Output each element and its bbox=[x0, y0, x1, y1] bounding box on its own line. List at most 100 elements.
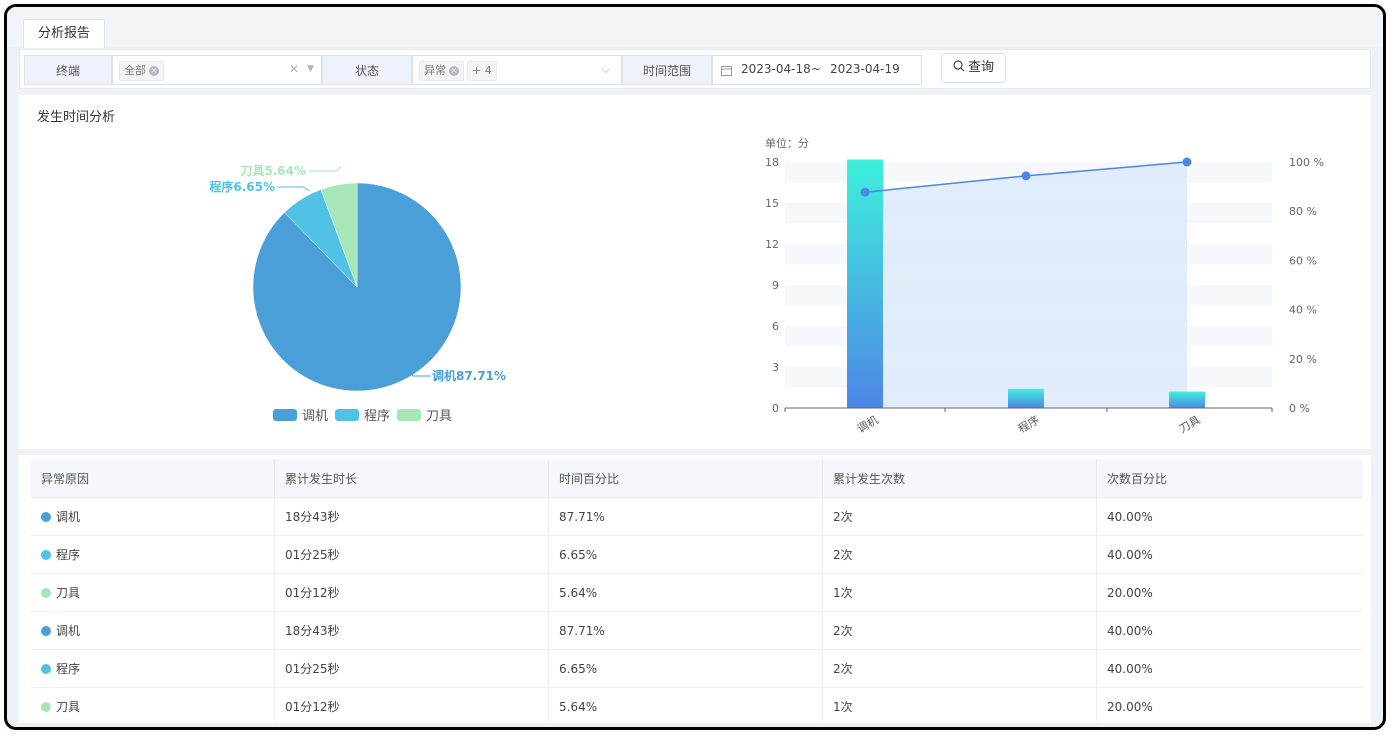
bar-0[interactable] bbox=[847, 159, 883, 408]
reason-text: 程序 bbox=[56, 548, 81, 562]
pie-callouts: 刀具5.64% 程序6.65% 调机87.71% bbox=[209, 164, 506, 383]
terminal-select[interactable]: 全部 × ✕ ▼ bbox=[112, 55, 322, 85]
y-tick-label: 12 bbox=[765, 238, 779, 251]
col-header-time-pct[interactable]: 时间百分比 bbox=[548, 459, 823, 498]
bar-line-chart: 单位：分 0 3 6 9 12 15 18 0 % 20 % 40 % 60 % 80 % 100 %… bbox=[765, 136, 1324, 436]
reason-text: 调机 bbox=[56, 624, 81, 638]
table-row[interactable]: 调机 18分43秒 87.71% 2次 40.00% bbox=[31, 611, 1363, 650]
duration-cell: 01分12秒 bbox=[274, 687, 549, 726]
pie-label-daoju: 刀具5.64% bbox=[240, 164, 306, 178]
table-header-row: 异常原因 累计发生时长 时间百分比 累计发生次数 次数百分比 bbox=[31, 459, 1363, 498]
x-tick-label: 调机 bbox=[854, 412, 880, 435]
chart-unit-label: 单位：分 bbox=[765, 136, 809, 150]
line-point-1[interactable] bbox=[1021, 171, 1031, 181]
cumulative-area bbox=[865, 162, 1187, 408]
bar-1[interactable] bbox=[1008, 388, 1044, 408]
status-tag-label: 异常 bbox=[424, 64, 446, 77]
app-frame: 分析报告 终端 全部 × ✕ ▼ 状态 异常 × + 4 ⌵ 时间范围 2023-0… bbox=[4, 4, 1386, 730]
status-label: 状态 bbox=[322, 55, 412, 85]
date-end[interactable]: 2023-04-19 bbox=[830, 62, 900, 76]
pie-slice-2[interactable] bbox=[320, 182, 358, 288]
duration-cell: 01分25秒 bbox=[274, 649, 549, 688]
legend-swatch-tiaoji bbox=[273, 409, 297, 421]
reason-cell: 刀具 bbox=[31, 687, 275, 726]
y-tick-label: 9 bbox=[772, 279, 779, 292]
terminal-label: 终端 bbox=[24, 55, 112, 85]
query-button-label: 查询 bbox=[967, 60, 994, 75]
status-more-tag: + 4 bbox=[467, 61, 497, 81]
tag-close-icon[interactable]: × bbox=[449, 66, 459, 76]
status-dot-icon bbox=[41, 512, 51, 522]
duration-cell: 18分43秒 bbox=[274, 497, 549, 536]
y2-tick-label: 20 % bbox=[1289, 353, 1317, 366]
status-tag[interactable]: 异常 × bbox=[419, 61, 464, 81]
status-dot-icon bbox=[41, 550, 51, 560]
status-dot-icon bbox=[41, 664, 51, 674]
duration-cell: 01分12秒 bbox=[274, 573, 549, 612]
chevron-down-icon[interactable]: ⌵ bbox=[601, 62, 611, 76]
tab-bar: 分析报告 bbox=[7, 7, 1383, 48]
time-pct-cell: 87.71% bbox=[548, 497, 823, 536]
x-tick-label: 程序 bbox=[1015, 412, 1041, 435]
time-pct-cell: 6.65% bbox=[548, 535, 823, 574]
count-cell: 2次 bbox=[822, 611, 1097, 650]
x-tick-label: 刀具 bbox=[1177, 413, 1203, 435]
reason-cell: 调机 bbox=[31, 497, 275, 536]
reason-cell: 程序 bbox=[31, 535, 275, 574]
table-row[interactable]: 程序 01分25秒 6.65% 2次 40.00% bbox=[31, 535, 1363, 574]
duration-cell: 01分25秒 bbox=[274, 535, 549, 574]
table-row[interactable]: 程序 01分25秒 6.65% 2次 40.00% bbox=[31, 649, 1363, 688]
pie-label-chengxu: 程序6.65% bbox=[209, 179, 275, 194]
status-dot-icon bbox=[41, 702, 51, 712]
clear-icon[interactable]: ✕ bbox=[289, 62, 300, 76]
duration-cell: 18分43秒 bbox=[274, 611, 549, 650]
count-cell: 2次 bbox=[822, 535, 1097, 574]
count-pct-cell: 20.00% bbox=[1096, 573, 1363, 612]
pie-legend: 调机 程序 刀具 bbox=[273, 409, 452, 424]
tag-close-icon[interactable]: × bbox=[149, 66, 159, 76]
calendar-icon bbox=[721, 66, 732, 76]
line-point-2[interactable] bbox=[1182, 157, 1192, 167]
caret-down-icon[interactable]: ▼ bbox=[307, 64, 314, 74]
date-start[interactable]: 2023-04-18 bbox=[741, 62, 811, 76]
pie-chart: 刀具5.64% 程序6.65% 调机87.71% 调机 程序 刀具 bbox=[209, 164, 506, 424]
terminal-tag-label: 全部 bbox=[124, 64, 146, 77]
y2-tick-label: 60 % bbox=[1289, 254, 1317, 267]
table-row[interactable]: 调机 18分43秒 87.71% 2次 40.00% bbox=[31, 497, 1363, 536]
count-pct-cell: 20.00% bbox=[1096, 687, 1363, 726]
reason-cell: 程序 bbox=[31, 649, 275, 688]
table-panel: 异常原因 累计发生时长 时间百分比 累计发生次数 次数百分比 调机 18分43秒… bbox=[19, 455, 1371, 726]
reason-text: 刀具 bbox=[56, 700, 81, 714]
legend-swatch-daoju bbox=[397, 409, 421, 421]
col-header-count[interactable]: 累计发生次数 bbox=[822, 459, 1097, 498]
col-header-count-pct[interactable]: 次数百分比 bbox=[1096, 459, 1363, 498]
y2-tick-label: 0 % bbox=[1289, 402, 1310, 415]
count-pct-cell: 40.00% bbox=[1096, 535, 1363, 574]
date-range-picker[interactable]: 2023-04-18 ~ 2023-04-19 bbox=[712, 55, 922, 85]
legend-swatch-chengxu bbox=[335, 409, 359, 421]
line-point-0[interactable] bbox=[860, 187, 870, 197]
time-range-label: 时间范围 bbox=[622, 55, 712, 85]
time-pct-cell: 5.64% bbox=[548, 687, 823, 726]
y-tick-label: 6 bbox=[772, 320, 779, 333]
callout-line-chengxu bbox=[277, 186, 311, 192]
count-pct-cell: 40.00% bbox=[1096, 649, 1363, 688]
data-table: 异常原因 累计发生时长 时间百分比 累计发生次数 次数百分比 调机 18分43秒… bbox=[31, 459, 1363, 726]
callout-line-daoju bbox=[309, 165, 342, 172]
query-button[interactable]: 查询 bbox=[941, 53, 1006, 83]
table-row[interactable]: 刀具 01分12秒 5.64% 1次 20.00% bbox=[31, 687, 1363, 726]
col-header-reason[interactable]: 异常原因 bbox=[31, 459, 275, 498]
count-pct-cell: 40.00% bbox=[1096, 497, 1363, 536]
col-header-duration[interactable]: 累计发生时长 bbox=[274, 459, 549, 498]
status-select[interactable]: 异常 × + 4 ⌵ bbox=[412, 55, 622, 85]
y-tick-label: 15 bbox=[765, 197, 779, 210]
table-row[interactable]: 刀具 01分12秒 5.64% 1次 20.00% bbox=[31, 573, 1363, 612]
legend-label-daoju: 刀具 bbox=[426, 409, 452, 424]
bar-2[interactable] bbox=[1169, 391, 1205, 408]
terminal-tag[interactable]: 全部 × bbox=[119, 61, 164, 81]
tab-analysis-report[interactable]: 分析报告 bbox=[23, 19, 106, 48]
y-tick-label: 0 bbox=[772, 402, 779, 415]
callout-line-tiaoji bbox=[401, 362, 431, 377]
legend-label-chengxu: 程序 bbox=[364, 409, 390, 424]
pie-label-tiaoji: 调机87.71% bbox=[432, 368, 506, 383]
